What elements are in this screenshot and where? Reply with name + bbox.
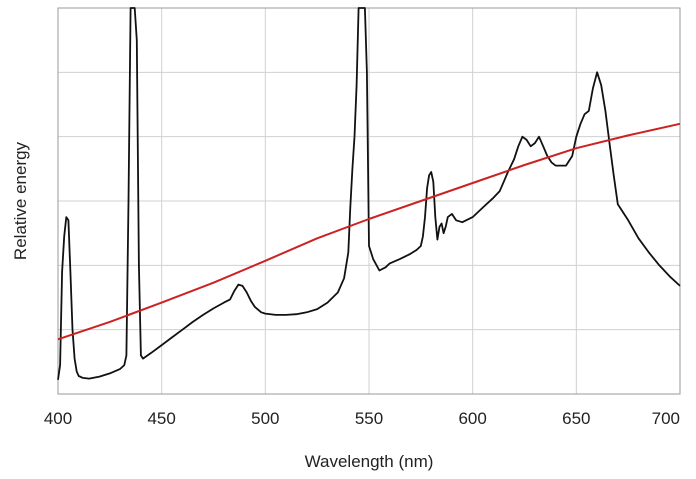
- x-tick-label-650: 650: [562, 409, 590, 428]
- series-layer: [57, 7, 681, 380]
- plot-frame: [57, 7, 681, 395]
- x-tick-label-500: 500: [251, 409, 279, 428]
- x-tick-label-550: 550: [355, 409, 383, 428]
- x-tick-label-450: 450: [147, 409, 175, 428]
- x-tick-label-700: 700: [652, 409, 680, 428]
- reference-curve-line: [57, 122, 681, 341]
- x-tick-label-400: 400: [44, 409, 72, 428]
- x-tick-labels: 400 450 500 550 600 650 700: [44, 409, 680, 428]
- x-tick-label-600: 600: [458, 409, 486, 428]
- y-axis-label: Relative energy: [11, 141, 30, 260]
- x-axis-label: Wavelength (nm): [305, 452, 434, 471]
- spectrum-line: [57, 7, 681, 380]
